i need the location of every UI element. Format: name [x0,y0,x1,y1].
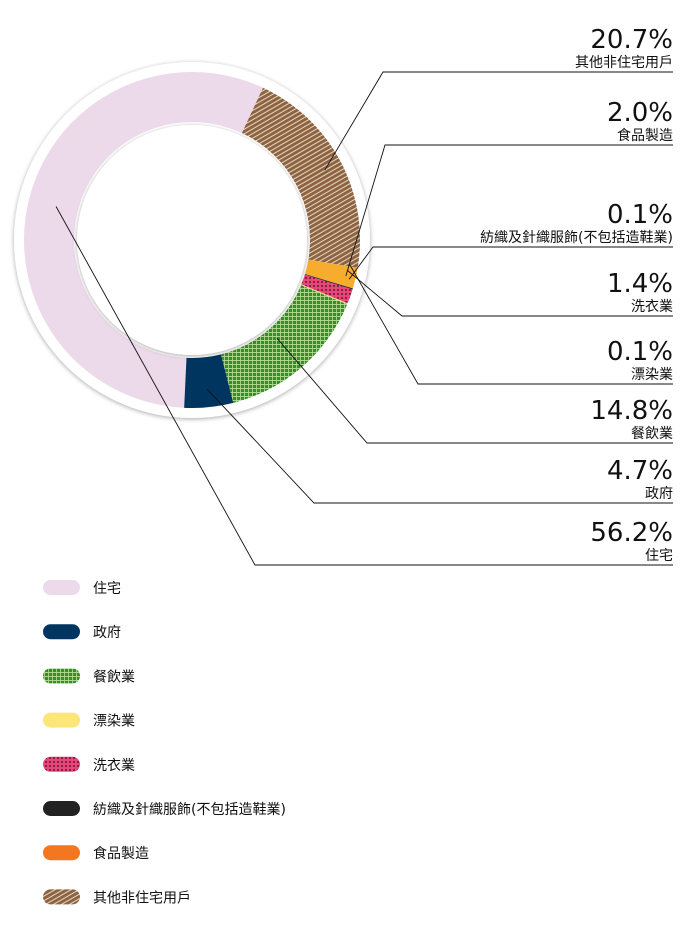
callout-label-食品製造: 食品製造 [617,127,673,144]
leader-line-洗衣業 [346,269,673,317]
callout-label-紡織及針織服飾-不包括造鞋業: 紡織及針織服飾(不包括造鞋業) [480,230,673,246]
callout-label-其他非住宅用戶: 其他非住宅用戶 [575,55,673,71]
legend-label: 政府 [93,625,121,641]
leader-line-住宅 [55,206,673,566]
legend-swatch [43,712,80,728]
donut-inner-ring [77,125,307,355]
callout-label-政府: 政府 [645,486,673,502]
legend-swatch [43,756,80,772]
legend-label: 洗衣業 [93,758,135,774]
legend-item-漂染業: 漂染業 [43,712,135,730]
legend-swatch [43,624,80,640]
leader-line-政府 [206,388,673,504]
leader-line-漂染業 [349,264,673,385]
leader-line-食品製造 [345,144,673,276]
legend-item-政府: 政府 [43,624,121,641]
legend-swatch [43,668,80,684]
slice-紡織及針織服飾-不包括造鞋業 [304,273,353,290]
legend-item-住宅: 住宅 [43,580,121,597]
legend-swatch [43,889,80,905]
callout-value-洗衣業: 1.4% [607,269,673,299]
legend-label: 其他非住宅用戶 [93,890,191,906]
legend-swatch [43,580,80,595]
slice-政府 [184,354,234,408]
callout-value-其他非住宅用戶: 20.7% [590,25,673,55]
callout-label-餐飲業: 餐飲業 [631,426,673,442]
callout-label-住宅: 住宅 [645,548,673,564]
callout-labels: 20.7%其他非住宅用戶2.0%食品製造0.1%紡織及針織服飾(不包括造鞋業)1… [55,25,673,566]
callout-value-漂染業: 0.1% [607,337,673,367]
legend-item-其他非住宅用戶: 其他非住宅用戶 [43,889,191,906]
callout-value-食品製造: 2.0% [607,98,673,128]
slice-餐飲業 [221,285,348,403]
legend-label: 食品製造 [93,845,149,862]
legend-item-洗衣業: 洗衣業 [43,756,135,774]
callout-value-餐飲業: 14.8% [590,396,673,426]
legend-swatch [43,801,80,816]
legend-item-紡織及針織服飾-不包括造鞋業: 紡織及針織服飾(不包括造鞋業) [43,801,286,818]
callout-value-住宅: 56.2% [590,518,673,548]
slice-其他非住宅用戶 [241,87,360,268]
legend-item-餐飲業: 餐飲業 [43,668,135,685]
callout-label-漂染業: 漂染業 [631,367,673,383]
callout-value-紡織及針織服飾-不包括造鞋業: 0.1% [607,200,673,230]
legend-label: 餐飲業 [93,669,135,685]
slice-食品製造 [305,259,358,289]
callout-value-政府: 4.7% [607,456,673,486]
donut-slices [24,72,360,408]
legend-item-食品製造: 食品製造 [43,845,149,862]
slice-漂染業 [301,284,348,305]
leader-line-其他非住宅用戶 [324,71,673,171]
slice-洗衣業 [301,274,353,304]
legend-label: 紡織及針織服飾(不包括造鞋業) [93,802,286,818]
legend-label: 住宅 [93,581,121,597]
leader-line-餐飲業 [276,337,673,444]
legend-label: 漂染業 [93,714,135,730]
callout-label-洗衣業: 洗衣業 [631,299,673,315]
legend-swatch [43,845,80,861]
slice-住宅 [24,72,263,408]
leader-line-紡織及針織服飾-不包括造鞋業 [348,246,673,280]
donut-hole [88,136,296,344]
